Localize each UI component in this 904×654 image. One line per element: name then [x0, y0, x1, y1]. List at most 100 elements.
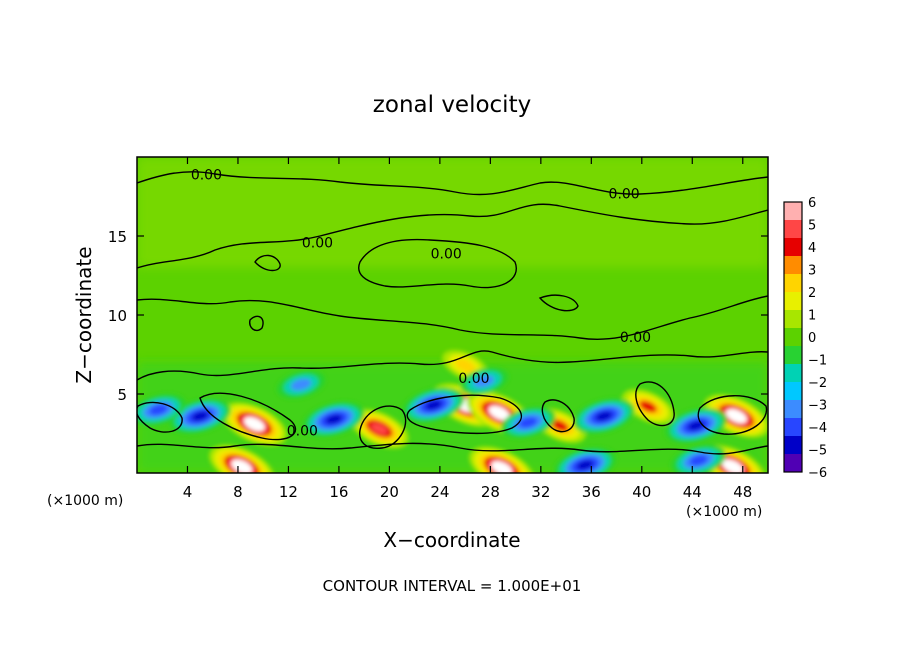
colorbar-swatch — [784, 418, 802, 437]
velocity-blob-peak — [491, 461, 513, 473]
contour-line — [254, 254, 281, 272]
velocity-blob-peak — [488, 405, 510, 421]
x-tick-label: 28 — [481, 483, 500, 501]
x-axis-title: X−coordinate — [383, 528, 520, 552]
contour-line — [248, 315, 264, 332]
chart-title: zonal velocity — [373, 92, 531, 118]
colorbar-label: −4 — [808, 421, 827, 436]
contour-interval-note: CONTOUR INTERVAL = 1.000E+01 — [323, 577, 582, 595]
contour-line — [137, 295, 768, 340]
velocity-blob — [455, 358, 475, 373]
colorbar-swatch — [784, 436, 802, 455]
contour-label: 0.00 — [287, 423, 318, 439]
velocity-blob — [689, 455, 708, 466]
velocity-blob — [551, 419, 569, 432]
colorbar-label: 5 — [808, 219, 816, 234]
y-axis-title: Z−coordinate — [72, 246, 96, 383]
colorbar-swatch — [784, 346, 802, 365]
contour-line — [137, 442, 768, 455]
contour-label: 0.00 — [431, 246, 462, 262]
plot-area — [137, 157, 768, 473]
colorbar-swatch — [784, 310, 802, 329]
colorbar-swatch — [784, 256, 802, 275]
velocity-blob-peak — [243, 416, 265, 432]
colorbar-label: 4 — [808, 241, 816, 256]
velocity-blob — [473, 375, 495, 388]
velocity-blob — [371, 423, 388, 435]
x-tick-label: 24 — [430, 483, 449, 501]
x-tick-label: 4 — [183, 483, 193, 501]
x-tick-label: 32 — [531, 483, 550, 501]
colorbar-swatch — [784, 202, 802, 221]
colorbar-label: 3 — [808, 264, 816, 279]
colorbar-label: 1 — [808, 309, 816, 324]
colorbar-swatch — [784, 328, 802, 347]
x-tick-label: 48 — [733, 483, 752, 501]
colorbar-label: −2 — [808, 376, 827, 391]
colorbar-swatch — [784, 382, 802, 401]
x-tick-label: 44 — [683, 483, 702, 501]
x-tick-label: 20 — [380, 483, 399, 501]
x-axis: 4 8 12 16 20 24 28 32 36 40 44 48 — [183, 157, 752, 501]
contour-label: 0.00 — [191, 167, 222, 183]
velocity-blob — [576, 460, 594, 470]
velocity-field — [137, 157, 768, 473]
colorbar-frame — [783, 201, 803, 473]
velocity-blob — [290, 378, 312, 391]
colorbar-swatch — [784, 400, 802, 419]
contour-line — [199, 392, 297, 441]
colorbar-label: −5 — [808, 444, 827, 459]
contour-label: 0.00 — [609, 186, 640, 202]
x-unit-right: (×1000 m) — [686, 504, 762, 520]
colorbar-label: 2 — [808, 286, 816, 301]
colorbar-swatch — [784, 220, 802, 239]
velocity-blob — [639, 400, 657, 413]
colorbar-swatch — [784, 292, 802, 311]
contour-label: 0.00 — [620, 330, 651, 346]
contour-label: 0.00 — [302, 235, 333, 251]
x-tick-label: 36 — [582, 483, 601, 501]
velocity-blob — [595, 411, 613, 421]
contour-line — [538, 294, 579, 312]
x-tick-label: 12 — [279, 483, 298, 501]
colorbar-swatch — [784, 364, 802, 383]
colorbar-label: 6 — [808, 196, 816, 211]
contour-line — [137, 350, 768, 381]
colorbar-label: 0 — [808, 331, 816, 346]
velocity-blobs — [137, 350, 768, 473]
contour-line — [137, 401, 183, 433]
contour-line — [137, 171, 768, 196]
contour-labels: 0.00 0.00 0.00 0.00 0.00 0.00 0.00 — [191, 167, 651, 439]
colorbar-label: −3 — [808, 399, 827, 414]
velocity-blob — [325, 414, 343, 425]
x-tick-label: 40 — [632, 483, 651, 501]
velocity-blob — [191, 411, 209, 421]
contour-line — [358, 238, 517, 289]
contour-line — [635, 381, 675, 427]
colorbar-swatch — [784, 454, 802, 473]
contour-line — [406, 394, 523, 435]
velocity-blob-peak — [722, 459, 744, 473]
contour-label: 0.00 — [458, 371, 489, 387]
y-tick-label: 5 — [117, 386, 127, 404]
x-unit-left: (×1000 m) — [47, 493, 123, 509]
contour-line — [359, 405, 407, 449]
velocity-blob — [425, 400, 442, 410]
colorbar: 6 5 4 3 2 1 0 −1 −2 −3 −4 −5 −6 — [783, 196, 827, 481]
velocity-blob — [519, 417, 538, 428]
y-tick-label: 15 — [108, 228, 127, 246]
contour-line — [697, 395, 768, 435]
colorbar-label: −6 — [808, 466, 827, 481]
velocity-blob-peak — [231, 459, 253, 473]
velocity-blob — [149, 404, 168, 416]
velocity-blob-peak — [725, 408, 747, 424]
x-tick-label: 8 — [233, 483, 243, 501]
contour-line — [137, 203, 768, 269]
contour-lines — [137, 171, 768, 455]
colorbar-swatch — [784, 274, 802, 293]
contour-line — [541, 399, 575, 433]
x-tick-label: 16 — [329, 483, 348, 501]
upper-band — [137, 157, 768, 268]
colorbar-swatch — [784, 238, 802, 257]
